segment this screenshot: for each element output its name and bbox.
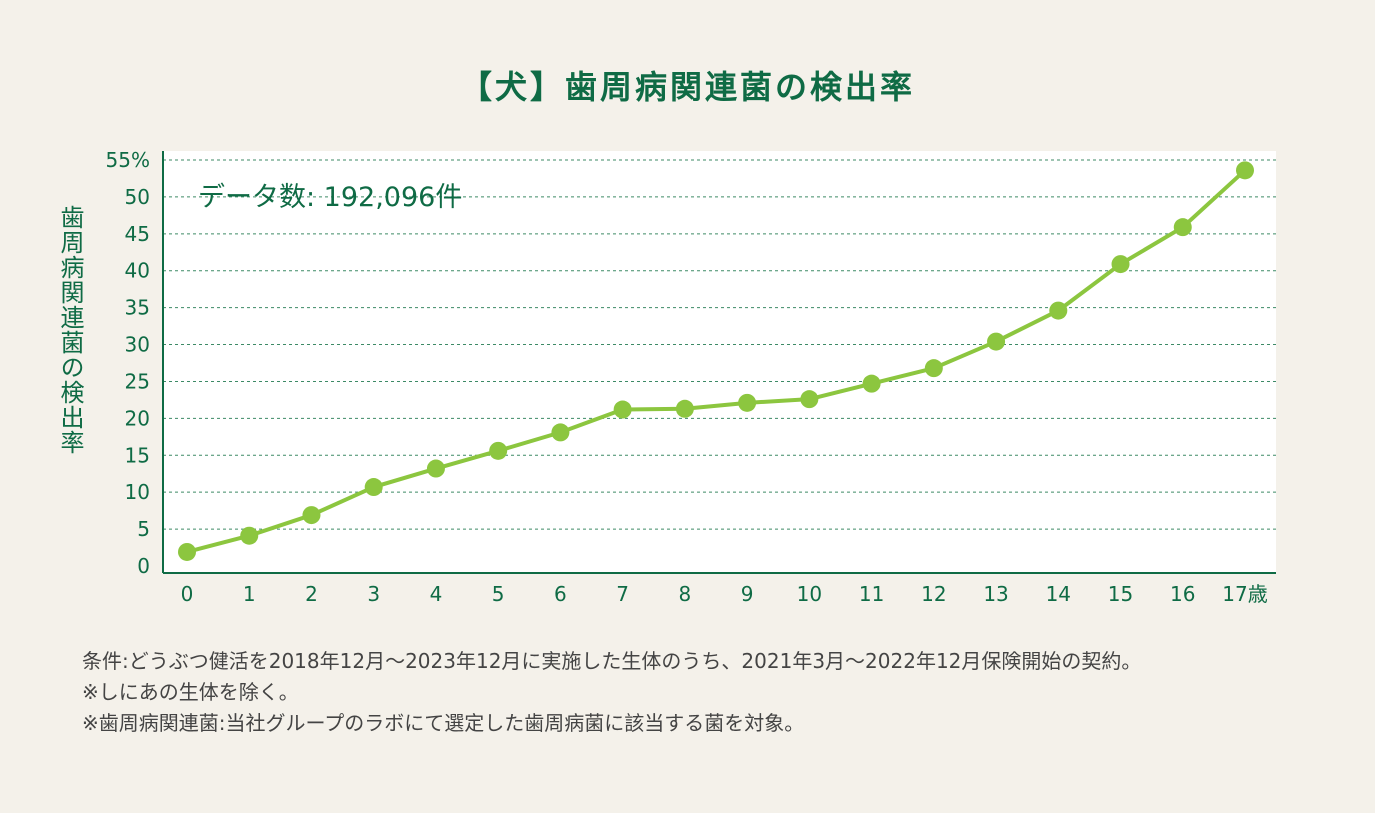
x-tick-label: 10: [797, 582, 822, 606]
footnote-exclusion: ※しにあの生体を除く。: [82, 680, 299, 704]
plot-area: [163, 151, 1276, 573]
x-tick-label: 11: [859, 582, 884, 606]
data-point: [1236, 161, 1254, 180]
y-tick-label: 0: [137, 554, 150, 578]
data-point: [675, 399, 694, 418]
x-tick-label: 2: [305, 582, 318, 606]
data-point: [240, 526, 259, 545]
x-tick-label: 1: [243, 582, 256, 606]
y-tick-label: 40: [125, 259, 150, 283]
data-point: [178, 542, 196, 561]
data-point: [924, 359, 943, 378]
y-tick-label: 25: [125, 369, 150, 393]
y-tick-label: 30: [125, 333, 150, 357]
y-tick-label: 55%: [106, 148, 150, 172]
data-point: [800, 390, 819, 409]
data-point: [987, 332, 1006, 351]
x-tick-label: 12: [921, 582, 946, 606]
data-points: [178, 161, 1254, 561]
data-point: [738, 393, 757, 412]
y-tick-label: 15: [125, 443, 150, 467]
x-tick-label: 14: [1046, 582, 1071, 606]
series-line: [185, 168, 1247, 554]
x-tick-label: 5: [492, 582, 505, 606]
data-point: [1111, 255, 1130, 274]
y-tick-label: 45: [125, 222, 150, 246]
footnotes: 条件:どうぶつ健活を2018年12月〜2023年12月に実施した生体のうち、20…: [82, 646, 1332, 739]
data-point: [302, 506, 321, 525]
chart-title: 【犬】歯周病関連菌の検出率: [459, 68, 915, 106]
y-tick-label: 10: [125, 480, 150, 504]
y-tick-labels: 0 5 10 15 20 25 30 35 40 45 50 55%: [106, 148, 150, 578]
y-tick-label: 5: [137, 517, 150, 541]
data-point: [489, 441, 508, 460]
y-tick-label: 20: [125, 406, 150, 430]
x-tick-label: 15: [1108, 582, 1133, 606]
y-axis-label: 歯周病関連菌の検出率: [56, 205, 84, 455]
data-count-annotation: データ数: 192,096件: [198, 182, 462, 213]
data-point: [1173, 218, 1192, 237]
x-tick-label: 6: [554, 582, 567, 606]
x-tick-label: 9: [741, 582, 754, 606]
x-tick-label: 8: [679, 582, 692, 606]
data-point: [862, 374, 881, 393]
data-point: [1049, 301, 1068, 320]
x-tick-label: 17歳: [1222, 582, 1267, 606]
x-tick-label: 13: [983, 582, 1008, 606]
data-point: [613, 400, 632, 419]
x-tick-label: 4: [430, 582, 443, 606]
y-tick-label: 35: [125, 296, 150, 320]
footnote-conditions: 条件:どうぶつ健活を2018年12月〜2023年12月に実施した生体のうち、20…: [82, 649, 1142, 673]
y-tick-label: 50: [125, 185, 150, 209]
data-point: [551, 423, 570, 442]
data-point: [364, 478, 383, 497]
x-tick-label: 16: [1170, 582, 1195, 606]
x-tick-label: 0: [181, 582, 194, 606]
footnote-definition: ※歯周病関連菌:当社グループのラボにて選定した歯周病菌に該当する菌を対象。: [82, 711, 805, 735]
data-point: [426, 459, 445, 478]
x-tick-labels: 0 1 2 3 4 5 6 7 8 9 10 11 12 13 14 15 16 17歳: [181, 582, 1268, 606]
x-tick-label: 3: [367, 582, 380, 606]
x-tick-label: 7: [616, 582, 629, 606]
